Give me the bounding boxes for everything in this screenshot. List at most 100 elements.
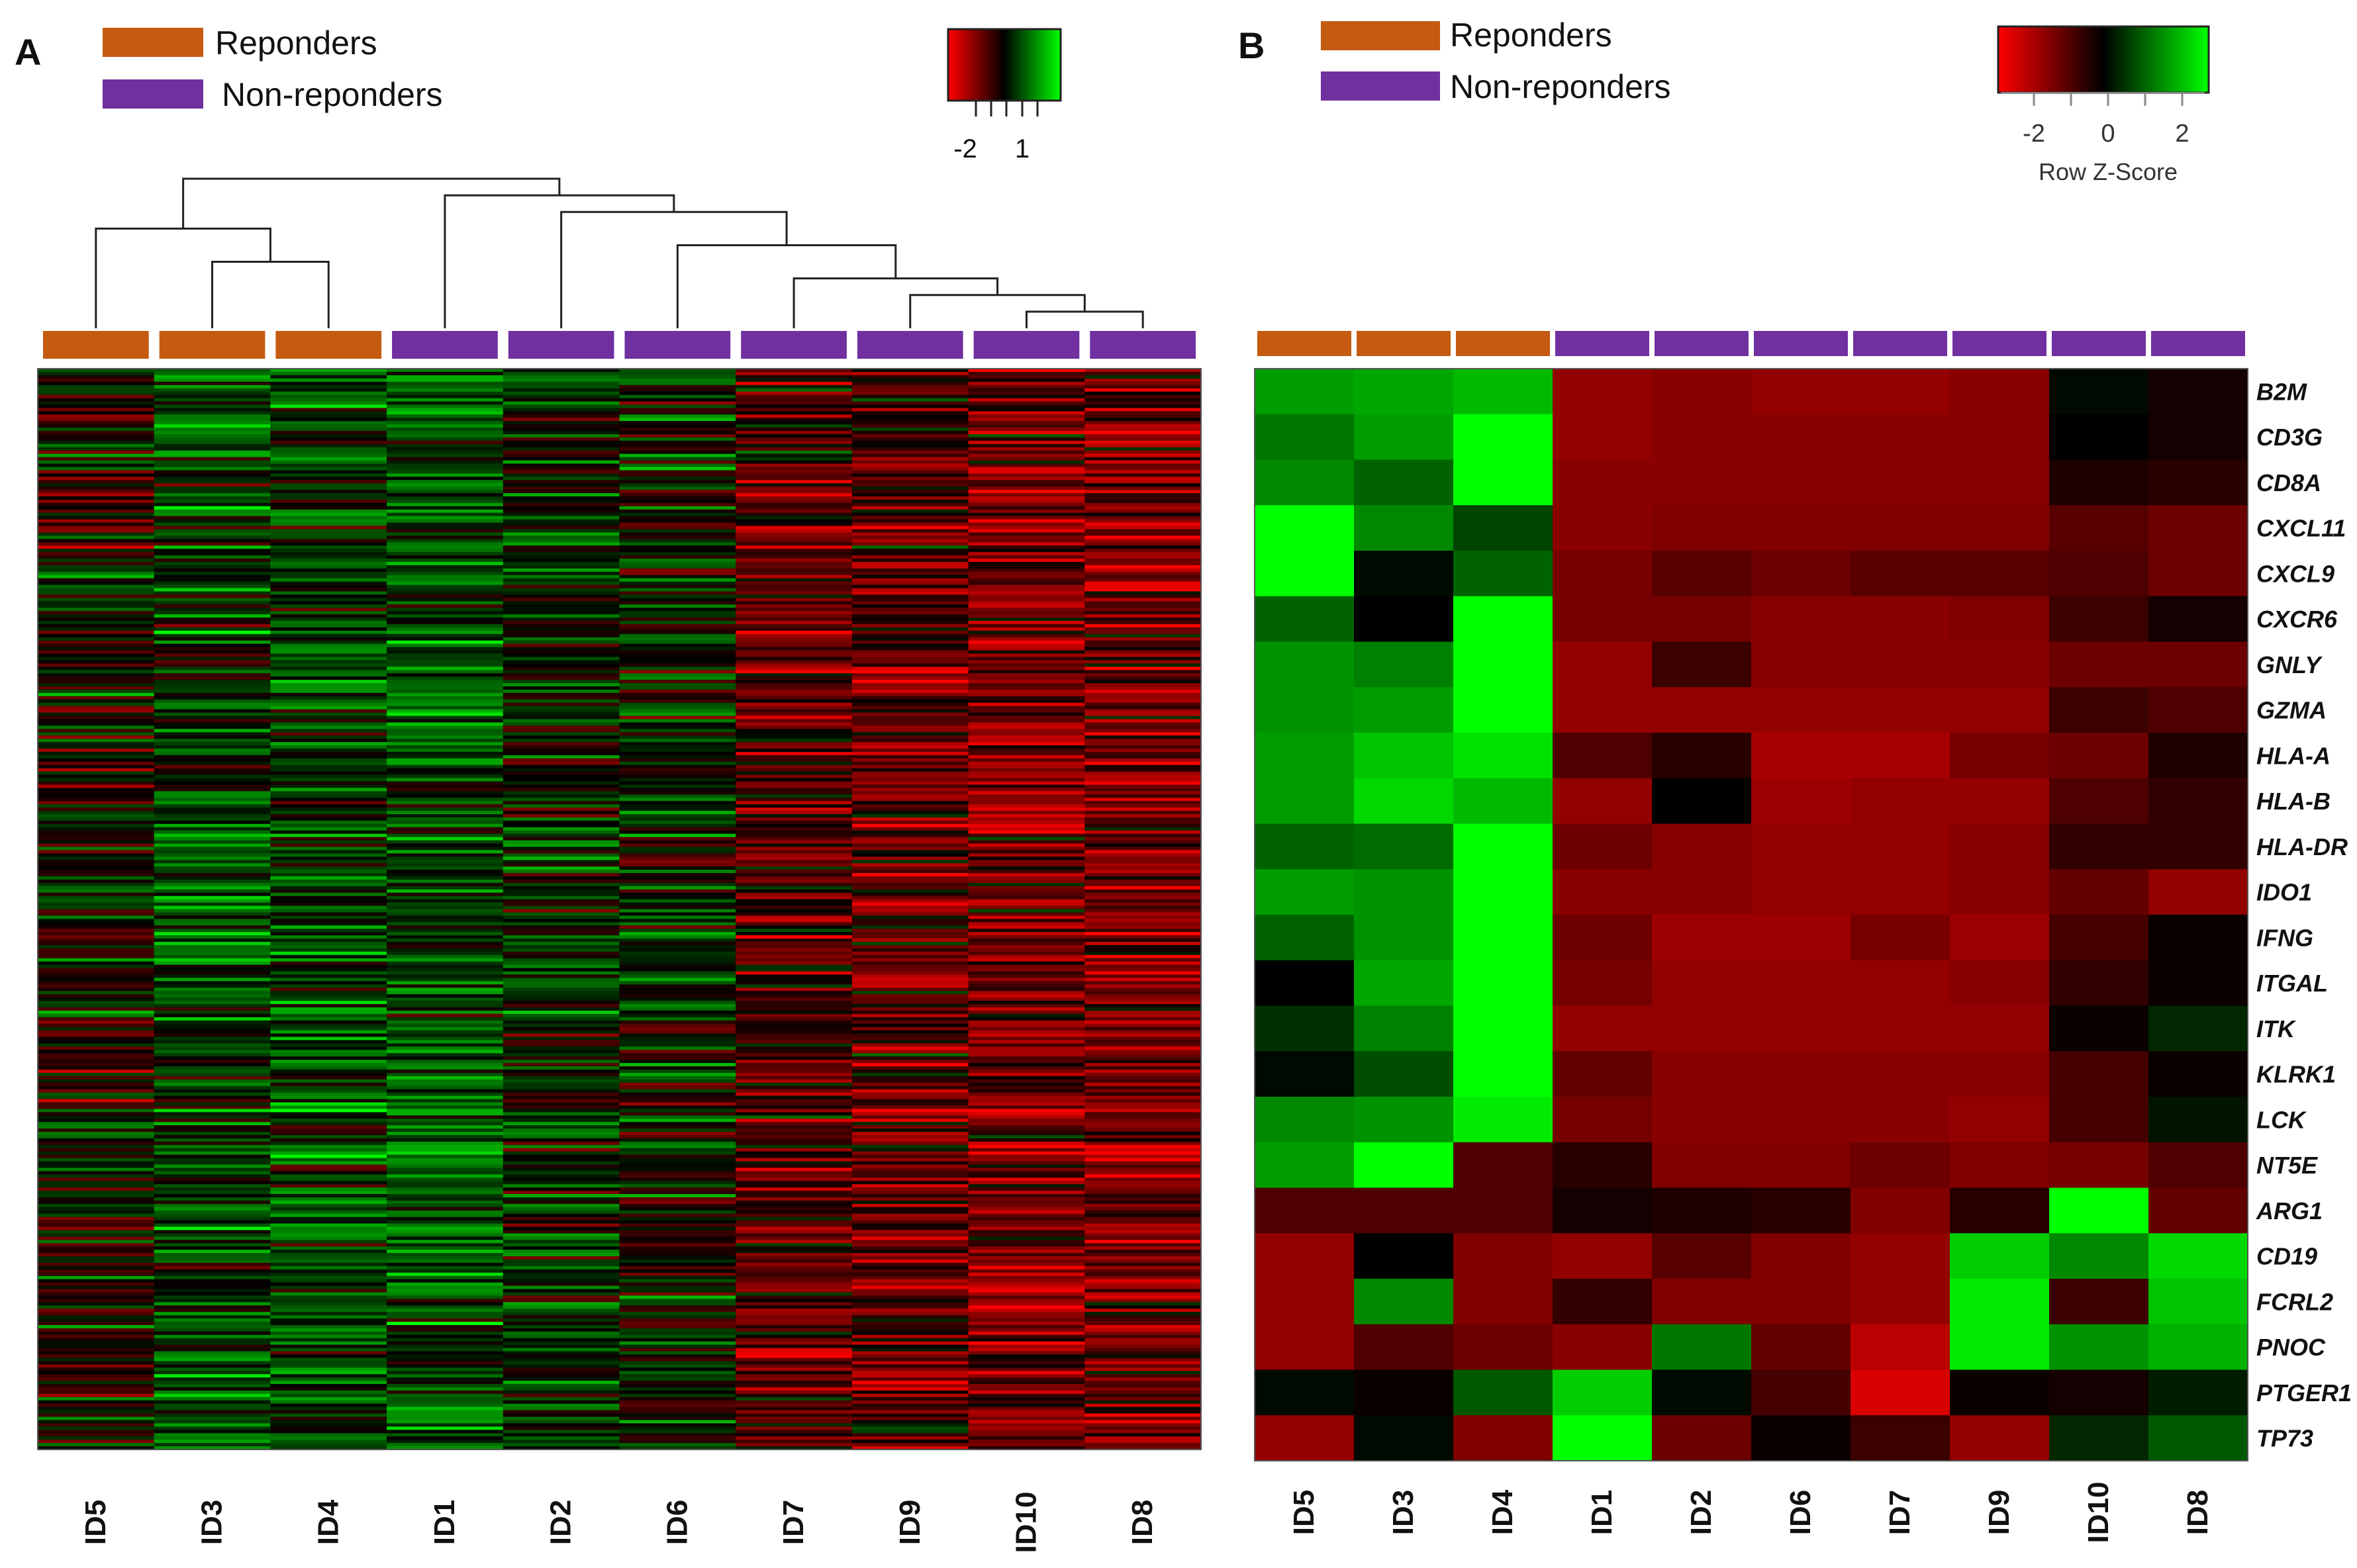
heatmap-a-stripe [736,647,853,651]
heatmap-a-stripe [387,1443,504,1447]
heatmap-cell [2148,641,2248,688]
heatmap-a-stripe [503,876,620,880]
heatmap-a-stripe [154,729,271,733]
heatmap-a-stripe [503,1246,620,1250]
heatmap-a-stripe [154,725,271,729]
heatmap-a-stripe [968,892,1085,897]
heatmap-a-stripe [736,555,853,559]
heatmap-a-stripe [503,404,620,408]
heatmap-a-stripe [387,1266,504,1270]
heatmap-a-stripe [38,1119,155,1123]
heatmap-a-stripe [503,1440,620,1444]
heatmap-a-stripe [1084,866,1202,870]
heatmap-a-stripe [503,823,620,828]
heatmap-a-stripe [619,621,736,625]
heatmap-a-stripe [851,1384,969,1388]
heatmap-a-stripe [503,516,620,520]
heatmap-cell [1950,869,2050,915]
heatmap-a-stripe [968,1403,1085,1408]
heatmap-a-stripe [736,385,853,389]
heatmap-a-stripe [736,1334,853,1339]
heatmap-a-stripe [968,591,1085,595]
heatmap-a-stripe [154,529,271,533]
heatmap-a-stripe [1084,450,1202,455]
heatmap-a-stripe [851,414,969,418]
heatmap-cell [1255,1233,1355,1279]
heatmap-a-stripe [270,801,387,805]
row-label-b-CXCL11: CXCL11 [2256,515,2346,542]
heatmap-a-stripe [968,1115,1085,1119]
heatmap-a-stripe [736,1154,853,1158]
heatmap-a-stripe [619,1129,736,1132]
heatmap-cell [1851,1279,1950,1325]
heatmap-a-stripe [851,673,969,677]
heatmap-a-stripe [1084,512,1202,517]
heatmap-a-stripe [154,784,271,788]
heatmap-a-stripe [851,1060,969,1064]
heatmap-cell [1354,641,1454,688]
heatmap-a-stripe [38,1384,155,1388]
heatmap-a-stripe [851,611,969,615]
heatmap-a-stripe [1084,742,1202,746]
heatmap-a-stripe [968,1397,1085,1401]
heatmap-a-stripe [619,778,736,782]
heatmap-a-stripe [503,1354,620,1358]
heatmap-a-stripe [1084,801,1202,805]
heatmap-cell [1751,915,1851,961]
heatmap-a-stripe [154,633,271,638]
heatmap-a-stripe [968,627,1085,631]
heatmap-a-stripe [968,398,1085,402]
heatmap-a-stripe [619,1443,736,1447]
heatmap-cell [1255,687,1355,733]
heatmap-a-stripe [619,391,736,395]
heatmap-a-stripe [851,1164,969,1168]
heatmap-a-stripe [851,1253,969,1257]
heatmap-a-stripe [387,1089,504,1093]
heatmap-a-stripe [154,778,271,782]
heatmap-a-stripe [154,568,271,573]
heatmap-a-stripe [270,618,387,622]
heatmap-a-stripe [1084,1324,1202,1329]
heatmap-a-stripe [968,447,1085,451]
heatmap-a-stripe [968,431,1085,435]
heatmap-a-stripe [851,876,969,880]
heatmap-a-stripe [851,443,969,448]
heatmap-cell [2148,1233,2248,1279]
heatmap-a-stripe [736,768,853,772]
heatmap-a-stripe [1084,781,1202,785]
heatmap-a-stripe [38,490,155,494]
heatmap-a-stripe [38,948,155,952]
heatmap-cell [1255,414,1355,460]
heatmap-a-stripe [1084,902,1202,906]
heatmap-a-stripe [851,699,969,704]
heatmap-a-stripe [851,1072,969,1077]
heatmap-a-stripe [851,833,969,838]
heatmap-a-stripe [38,443,155,448]
heatmap-a-stripe [38,909,155,913]
heatmap-a-stripe [38,817,155,821]
heatmap-a-stripe [387,1154,504,1158]
heatmap-a-stripe [154,1161,271,1165]
heatmap-a-stripe [154,873,271,877]
heatmap-a-stripe [619,1194,736,1198]
heatmap-a-stripe [38,1295,155,1299]
heatmap-a-stripe [154,702,271,707]
heatmap-a-stripe [38,1207,155,1211]
heatmap-cell [1751,1051,1851,1097]
heatmap-a-stripe [38,630,155,635]
heatmap-a-stripe [1084,1361,1202,1365]
heatmap-a-stripe [619,984,736,988]
heatmap-a-stripe [968,749,1085,753]
heatmap-cell [1453,823,1553,870]
heatmap-cell [1255,915,1355,961]
heatmap-a-stripe [736,1371,853,1375]
heatmap-a-stripe [154,1144,271,1149]
heatmap-a-stripe [270,860,387,864]
heatmap-a-stripe [1084,575,1202,579]
heatmap-a-stripe [619,1374,736,1378]
heatmap-a-stripe [736,939,853,943]
heatmap-a-stripe [736,398,853,402]
heatmap-a-stripe [503,1017,620,1021]
heatmap-b-row-CD19 [1255,1233,2248,1279]
heatmap-a-stripe [387,774,504,778]
